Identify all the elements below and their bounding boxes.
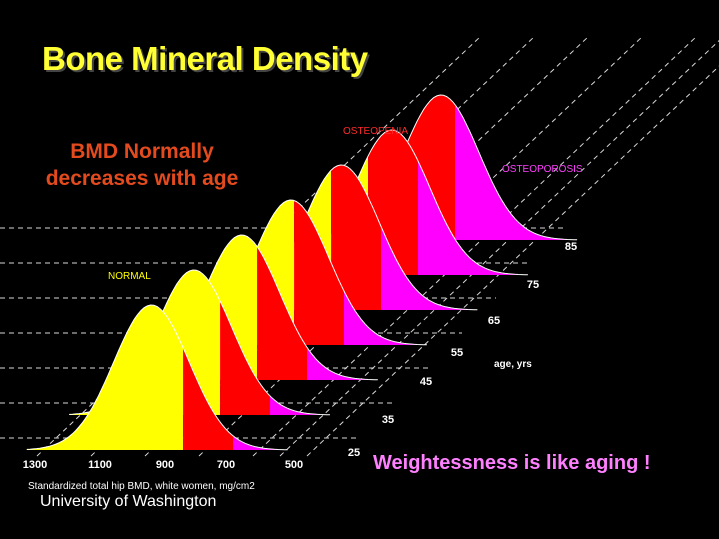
osteoporosis-label: OSTEOPOROSIS xyxy=(502,164,583,175)
age-tick-label: 25 xyxy=(348,447,360,459)
normal-label: NORMAL xyxy=(108,271,151,282)
x-tick-label: 500 xyxy=(285,459,303,471)
curve-osteoporosis-region xyxy=(418,160,528,275)
curve-osteopenia-region xyxy=(257,246,307,380)
age-tick-label: 35 xyxy=(382,414,394,426)
age-axis-label: age, yrs xyxy=(494,359,532,370)
x-tick-label: 900 xyxy=(156,459,174,471)
grid-diagonal-line xyxy=(198,35,644,457)
x-axis-label: Standardized total hip BMD, white women,… xyxy=(28,481,255,492)
curve-osteoporosis-region xyxy=(344,291,427,345)
slide-title: Bone Mineral Density xyxy=(42,40,368,77)
curve-osteopenia-region xyxy=(294,200,344,345)
x-tick-label: 1300 xyxy=(23,459,47,471)
curve-osteoporosis-region xyxy=(381,226,478,310)
curve-osteoporosis-region xyxy=(307,347,378,380)
university-footer: University of Washington xyxy=(40,493,217,510)
age-tick-label: 45 xyxy=(420,376,432,388)
age-tick-label: 75 xyxy=(527,279,539,291)
grid-diagonal-line xyxy=(279,40,719,457)
curve-outline xyxy=(26,304,288,451)
grid-diagonal-line xyxy=(306,65,719,457)
age-tick-label: 65 xyxy=(488,315,500,327)
x-tick-label: 700 xyxy=(217,459,235,471)
age-tick-label: 55 xyxy=(451,347,463,359)
subtitle-line-2: decreases with age xyxy=(45,167,239,190)
age-tick-label: 85 xyxy=(565,241,577,253)
curve-osteopenia-region xyxy=(331,165,381,310)
curve-osteoporosis-region xyxy=(233,435,288,450)
x-tick-label: 1100 xyxy=(88,459,112,471)
curve-osteopenia-region xyxy=(183,347,233,450)
curve-osteoporosis-region xyxy=(455,104,578,240)
curve-osteoporosis-region xyxy=(270,395,330,415)
curve-normal-region xyxy=(26,305,184,450)
subtitle-line-1: BMD Normally xyxy=(70,140,214,163)
grid-diagonal-line xyxy=(252,35,698,457)
weightlessness-callout: Weightessness is like aging ! xyxy=(373,452,651,474)
subtitle: BMD Normally decreases with age xyxy=(22,138,262,192)
osteopenia-label: OSTEOPENIA xyxy=(343,126,408,137)
